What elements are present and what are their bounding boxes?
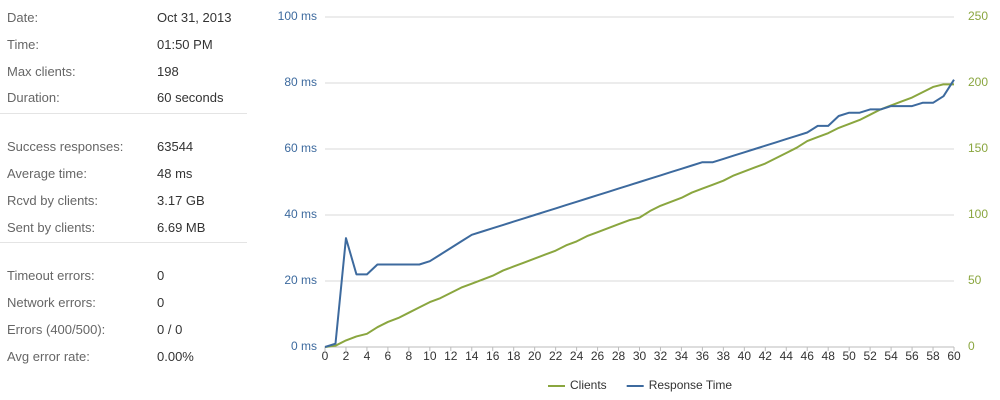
y-tick-label: 0 ms: [291, 339, 317, 353]
legend-label: Response Time: [649, 378, 733, 392]
stat-label: Average time:: [7, 166, 87, 181]
x-tick-label: 4: [364, 349, 371, 363]
x-tick-label: 46: [801, 349, 815, 363]
separator: [0, 242, 247, 244]
x-tick-label: 60: [947, 349, 961, 363]
x-tick-label: 50: [842, 349, 856, 363]
y-tick-label: 40 ms: [284, 207, 317, 221]
stat-label: Success responses:: [7, 139, 124, 155]
stat-value: 63544: [157, 139, 194, 155]
stat-value: 0: [157, 268, 165, 284]
x-tick-label: 26: [591, 349, 605, 363]
separator: [0, 113, 247, 115]
stat-value: 0.00%: [157, 348, 194, 364]
x-tick-label: 32: [654, 349, 668, 363]
y2-tick-label: 0: [968, 339, 975, 353]
series-line: [324, 79, 955, 348]
stat-label: Sent by clients:: [7, 219, 96, 235]
stat-value: 0: [157, 295, 165, 311]
y-tick-label: 20 ms: [284, 273, 317, 287]
stat-label: Avg error rate:: [7, 348, 90, 364]
x-tick-label: 10: [423, 349, 437, 363]
x-tick-label: 42: [759, 349, 773, 363]
x-tick-label: 14: [465, 349, 479, 363]
x-tick-label: 34: [675, 349, 689, 363]
y2-tick-label: 200: [968, 75, 988, 89]
legend-label: Clients: [570, 378, 607, 392]
stat-label: Duration:: [7, 90, 60, 106]
x-tick-label: 52: [863, 349, 877, 363]
x-tick-label: 18: [507, 349, 521, 363]
stat-value: 60 seconds: [157, 90, 224, 106]
stat-value: 198: [157, 63, 179, 79]
stat-label: Rcvd by clients:: [7, 192, 99, 208]
x-tick-label: 30: [633, 349, 647, 363]
x-tick-label: 48: [822, 349, 836, 363]
stat-label: Max clients:: [7, 63, 76, 79]
x-tick-label: 0: [322, 349, 329, 363]
y2-tick-label: 150: [968, 141, 988, 155]
x-tick-label: 16: [486, 349, 500, 363]
y2-tick-label: 250: [968, 9, 988, 23]
stat-value: 3.17 GB: [157, 192, 205, 208]
x-tick-label: 2: [343, 349, 350, 363]
x-tick-label: 58: [926, 349, 940, 363]
stat-label: Network errors:: [7, 295, 96, 311]
x-tick-label: 22: [549, 349, 563, 363]
x-tick-label: 6: [385, 349, 392, 363]
stat-label: Timeout errors:: [7, 268, 95, 284]
x-tick-label: 12: [444, 349, 458, 363]
y-tick-label: 80 ms: [284, 75, 317, 89]
x-tick-label: 44: [780, 349, 794, 363]
stat-value: 01:50 PM: [157, 36, 213, 52]
stat-value: 0 / 0: [157, 322, 183, 337]
x-tick-label: 24: [570, 349, 584, 363]
stat-label: Time:: [7, 36, 40, 52]
stat-value: Oct 31, 2013: [157, 10, 232, 25]
stat-label: Errors (400/500):: [7, 322, 106, 337]
stat-value: 48 ms: [157, 166, 193, 181]
y-tick-label: 100 ms: [278, 9, 317, 23]
y-tick-label: 60 ms: [284, 141, 317, 155]
y2-tick-label: 100: [968, 207, 988, 221]
x-tick-label: 56: [905, 349, 919, 363]
x-tick-label: 36: [696, 349, 710, 363]
series-line: [324, 83, 954, 348]
x-tick-label: 38: [717, 349, 731, 363]
x-tick-label: 20: [528, 349, 542, 363]
y2-tick-label: 50: [968, 273, 982, 287]
stat-value: 6.69 MB: [157, 219, 206, 235]
x-tick-label: 28: [612, 349, 626, 363]
x-tick-label: 54: [884, 349, 898, 363]
x-tick-label: 8: [406, 349, 413, 363]
x-tick-label: 40: [738, 349, 752, 363]
stat-label: Date:: [7, 10, 39, 25]
